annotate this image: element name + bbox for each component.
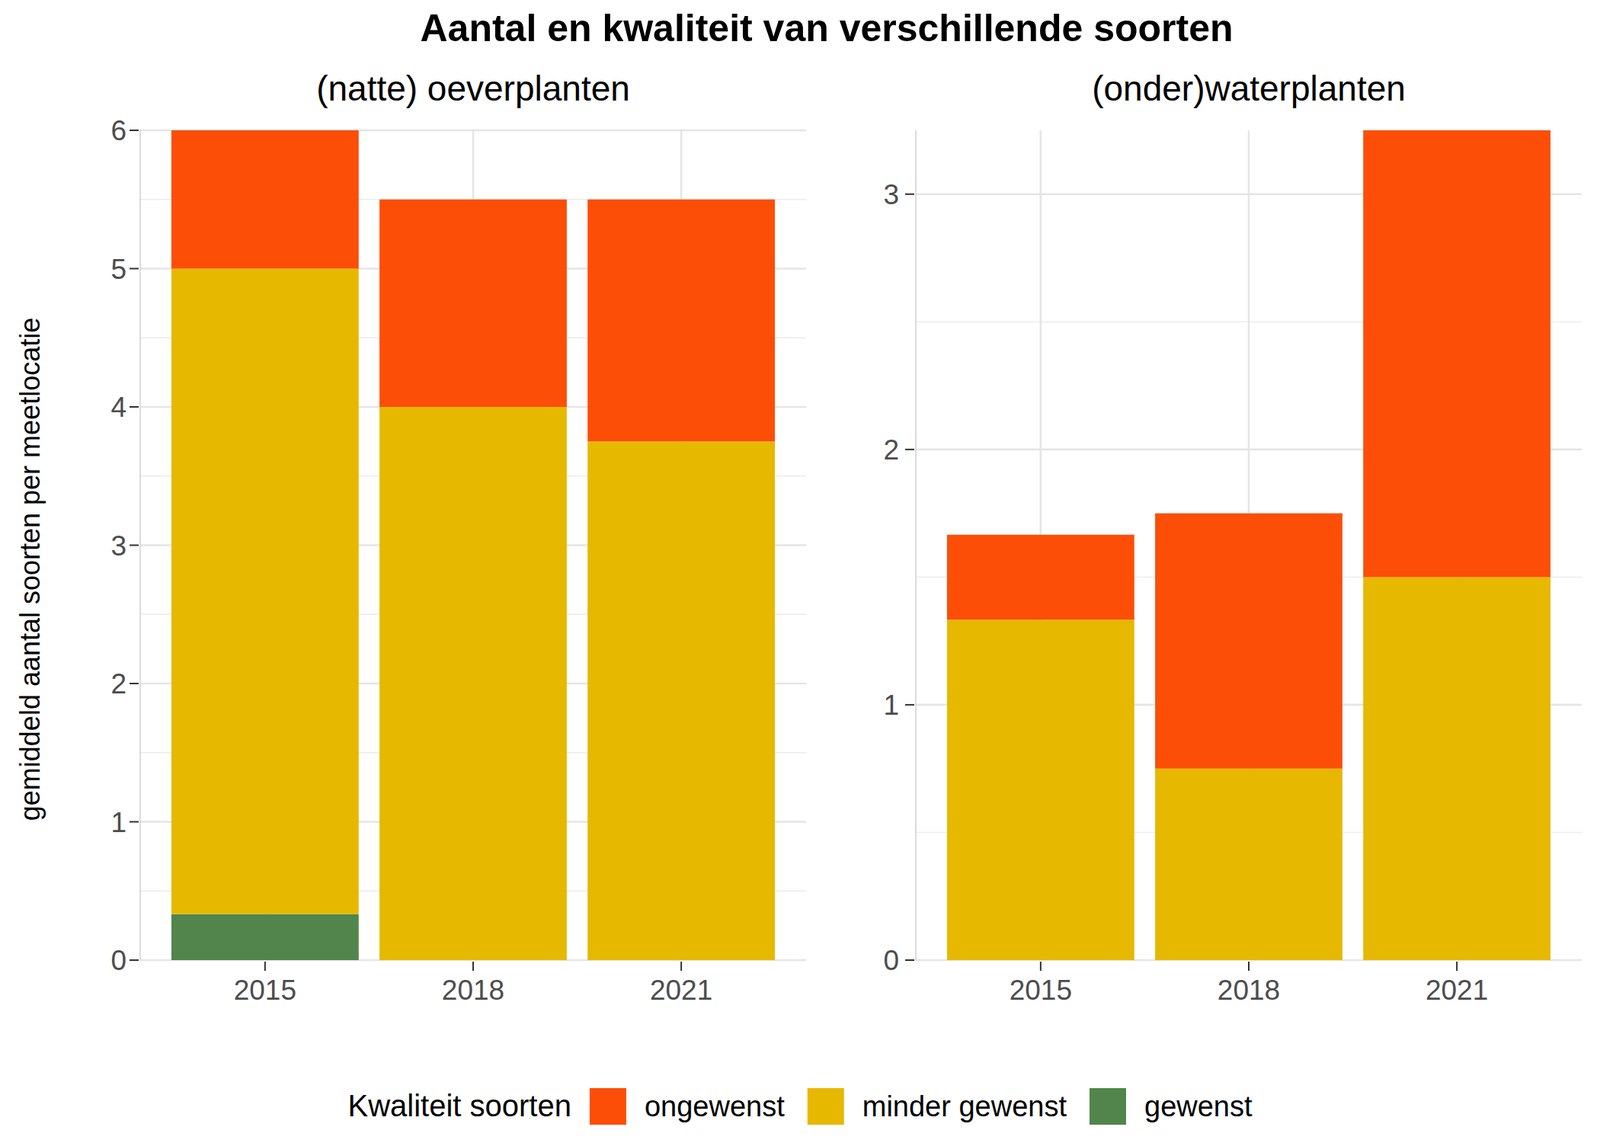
y-tick-label: 2 (883, 434, 900, 466)
tick-mark (905, 193, 915, 196)
bar-segment (379, 406, 567, 960)
bar-segment (587, 199, 775, 442)
bar-segment (379, 199, 567, 407)
x-tick-label: 2018 (441, 974, 505, 1006)
x-tick-mark (264, 961, 266, 971)
tick-mark (129, 682, 139, 685)
tick-mark (129, 406, 139, 408)
y-tick-label: 1 (110, 806, 127, 839)
axis-line (915, 130, 917, 960)
panel: (natte) oeverplanten 0 1 2 3 4 5 6 2015 2018 2021 (110, 68, 807, 1006)
y-tick-label: 0 (883, 944, 900, 976)
x-tick-mark (472, 961, 474, 971)
legend-key (589, 1088, 627, 1125)
tick-mark (129, 959, 139, 961)
y-tick-label: 1 (883, 689, 900, 721)
bar-segment (1155, 768, 1343, 960)
x-tick-mark (680, 961, 682, 971)
panel: (onder)waterplanten 0 1 2 3 2015 2018 2021 (883, 68, 1582, 1006)
x-tick-mark (1040, 961, 1042, 971)
x-tick-label: 2015 (233, 974, 297, 1006)
bar-segment (587, 441, 775, 960)
background (0, 0, 1600, 1143)
panel-title: (onder)waterplanten (1091, 68, 1406, 109)
bar-segment (1155, 513, 1343, 769)
y-tick-label: 0 (110, 944, 127, 976)
legend-label: ongewenst (644, 1090, 785, 1123)
tick-mark (905, 448, 915, 451)
y-tick-label: 4 (110, 391, 127, 423)
legend-title: Kwaliteit soorten (347, 1088, 571, 1123)
y-tick-label: 5 (110, 253, 127, 285)
chart: Aantal en kwaliteit van verschillende so… (0, 0, 1600, 1143)
axis-line (139, 130, 141, 960)
tick-mark (129, 129, 139, 132)
bar-segment (171, 914, 359, 960)
panel-title: (natte) oeverplanten (316, 68, 631, 109)
legend-key (1089, 1088, 1127, 1125)
bar-segment (947, 534, 1135, 621)
tick-mark (129, 821, 139, 823)
x-tick-label: 2021 (649, 974, 713, 1006)
bar-segment (1363, 576, 1551, 960)
x-tick-label: 2018 (1217, 974, 1280, 1006)
legend-label: gewenst (1144, 1090, 1253, 1123)
legend: Kwaliteit soorten ongewenst minder gewenst… (347, 1088, 1253, 1125)
bar-segment (1363, 130, 1551, 577)
tick-mark (905, 959, 915, 961)
legend-key (807, 1088, 845, 1125)
x-tick-label: 2021 (1425, 974, 1488, 1006)
bar-segment (171, 268, 359, 915)
y-axis-label: gemiddeld aantal soorten per meetlocatie (14, 317, 46, 821)
x-tick-label: 2015 (1009, 974, 1072, 1006)
tick-mark (129, 544, 139, 547)
bar-segment (171, 130, 359, 269)
tick-mark (905, 704, 915, 706)
bars (947, 130, 1551, 960)
y-tick-label: 6 (110, 115, 127, 147)
bar-segment (947, 619, 1135, 960)
y-tick-label: 3 (883, 179, 900, 211)
y-tick-label: 3 (110, 530, 127, 562)
x-tick-mark (1248, 961, 1250, 971)
y-tick-label: 2 (110, 668, 127, 700)
bars (171, 130, 775, 960)
x-tick-mark (1456, 961, 1458, 971)
tick-mark (129, 268, 139, 270)
legend-label: minder gewenst (862, 1090, 1068, 1123)
main-title: Aantal en kwaliteit van verschillende so… (419, 6, 1233, 50)
